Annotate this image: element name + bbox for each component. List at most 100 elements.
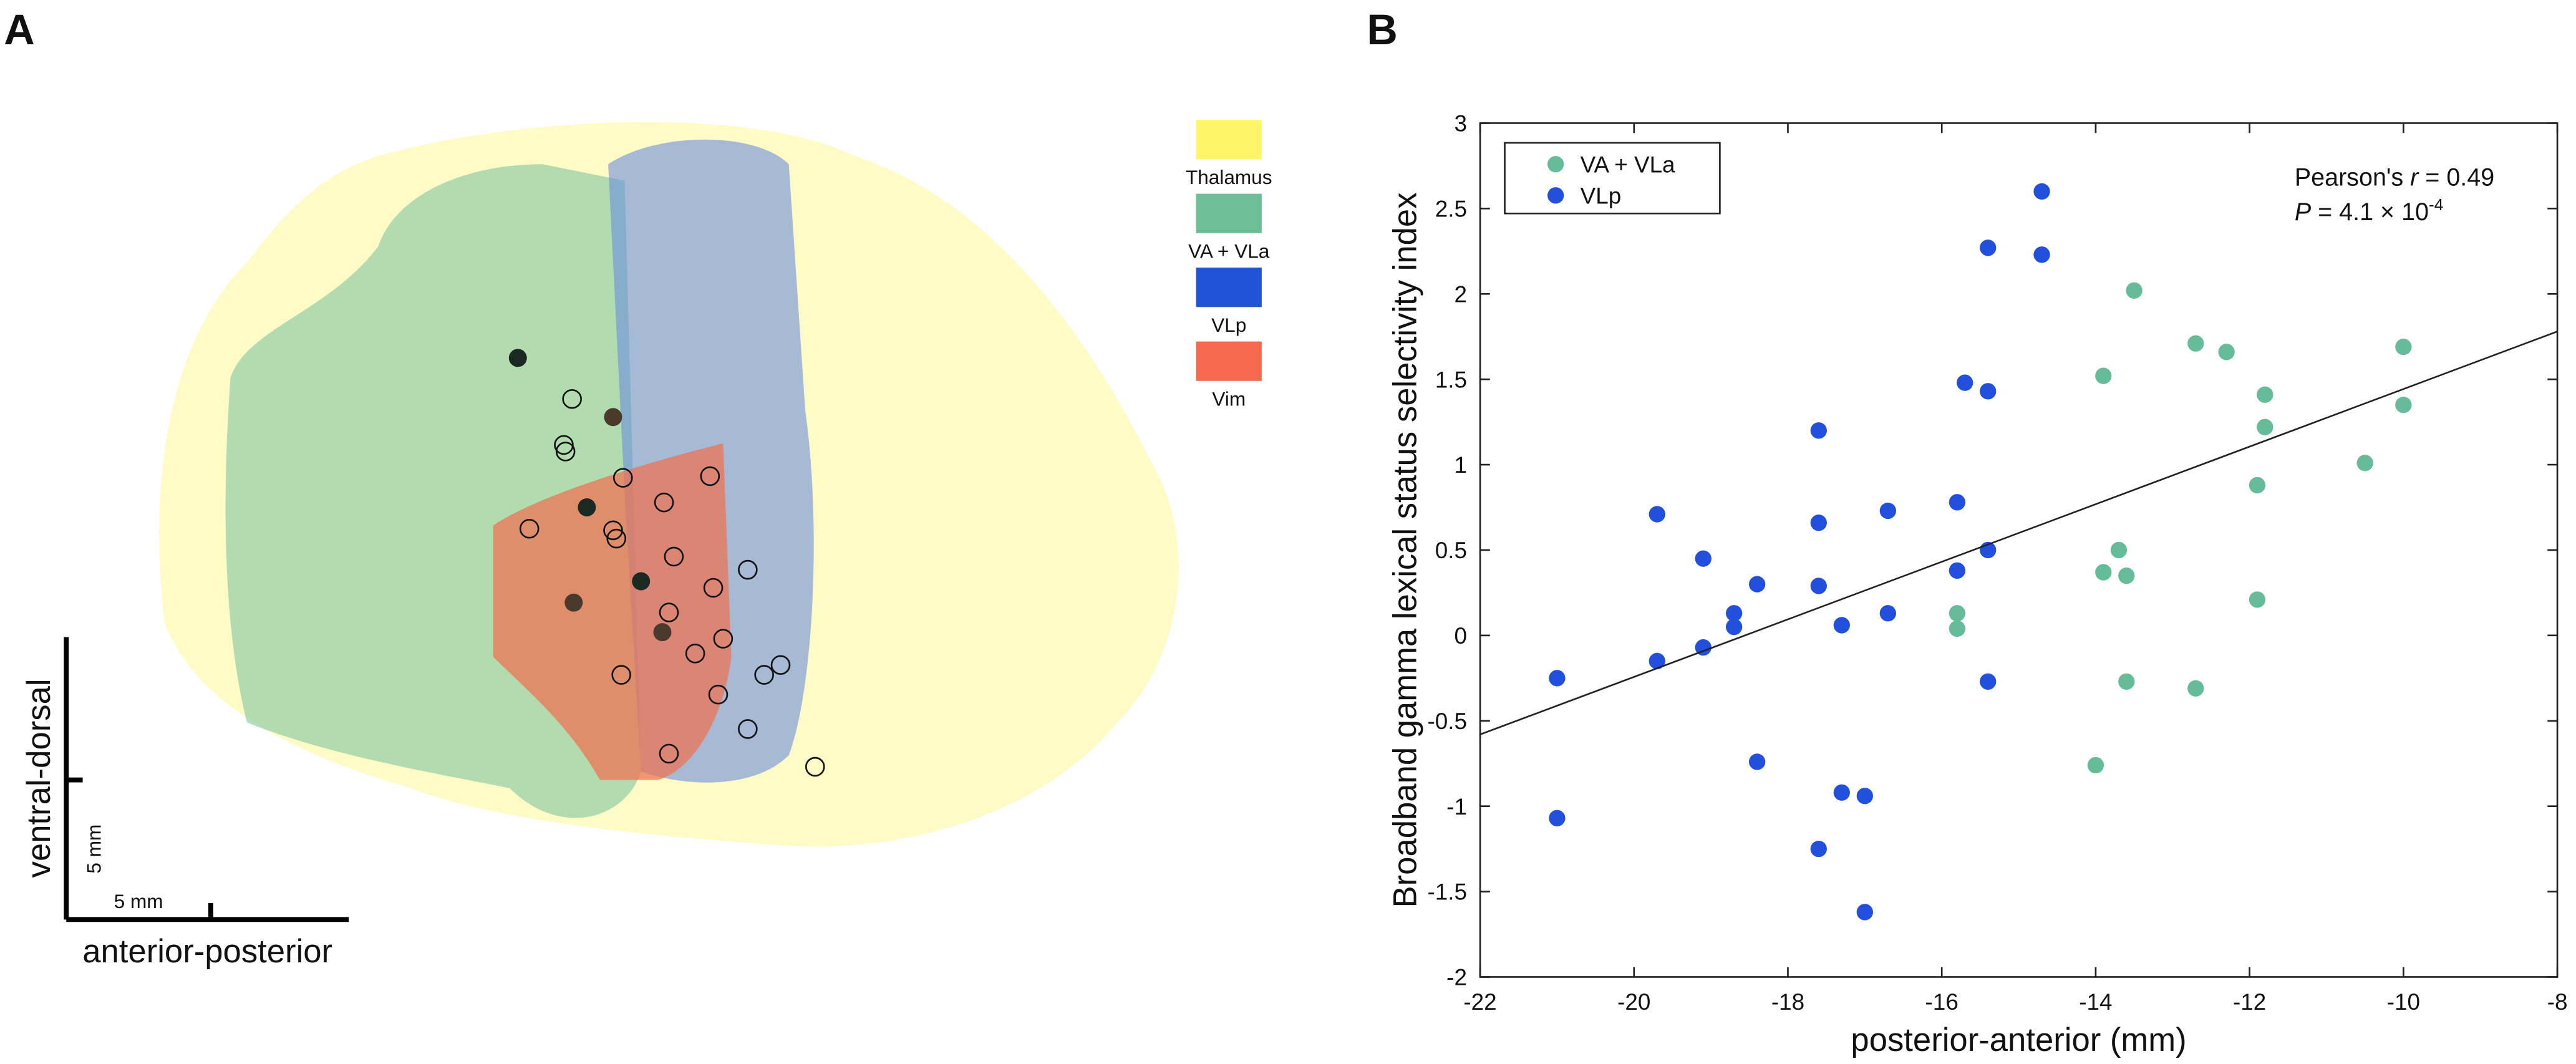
scale-bar (64, 637, 349, 922)
x-axis-label: posterior-anterior (mm) (1851, 1022, 2186, 1058)
electrode-open (685, 644, 705, 664)
vim-region (493, 443, 732, 780)
point (2118, 567, 2135, 584)
y-tick-label: 2 (1454, 281, 1467, 307)
x-tick-label: -14 (2079, 989, 2112, 1015)
legend-label: Vim (1212, 387, 1246, 410)
electrode-open (613, 468, 633, 488)
electrode-filled (578, 498, 596, 516)
legend-box (1504, 142, 1721, 215)
point (1833, 784, 1850, 801)
electrode-open (738, 719, 758, 739)
x-tick-label: -20 (1617, 989, 1650, 1015)
panel-label: B (1367, 6, 1397, 54)
point (1879, 605, 1897, 622)
point (2257, 386, 2273, 403)
electrode-open (738, 559, 758, 580)
legend-label: Thalamus (1186, 166, 1272, 188)
x-tick-label: -22 (1463, 989, 1496, 1015)
point (2095, 367, 2112, 384)
electrode-open (603, 520, 623, 541)
point (1549, 810, 1566, 826)
point (2187, 335, 2204, 352)
point (1980, 673, 1997, 690)
point (2257, 418, 2273, 435)
electrode-open (562, 389, 582, 409)
annotation-part: = 4.1 × 10 (2311, 198, 2429, 226)
electrode-open (703, 578, 724, 598)
electrode-open (805, 757, 825, 777)
point (2218, 344, 2235, 360)
legend-swatch (1196, 268, 1262, 307)
scale-label: 5 mm (83, 825, 105, 874)
annotation: P = 4.1 × 10-4 (2295, 195, 2444, 226)
point (2087, 757, 2104, 774)
point (1833, 617, 1850, 634)
panel-label: A (4, 6, 34, 54)
x-tick-label: -12 (2233, 989, 2266, 1015)
electrode-filled (653, 623, 672, 642)
electrode-open (700, 466, 720, 486)
legend-label: VLp (1211, 314, 1246, 336)
legend-label: VLp (1581, 183, 1622, 208)
plot-frame (1479, 122, 2559, 978)
point (1949, 620, 1966, 637)
point (1725, 605, 1743, 622)
electrode-open (659, 602, 679, 622)
annotation-part: -4 (2429, 195, 2443, 214)
legend-label: VA + VLa (1188, 239, 1270, 262)
electrode-filled (564, 593, 583, 612)
brain-render (159, 122, 1179, 847)
point (2356, 455, 2373, 472)
legend-swatch (1196, 341, 1262, 381)
axis-label: ventral-dorsal (21, 679, 57, 878)
point (2118, 673, 2135, 690)
y-tick-label: -1 (1446, 794, 1467, 820)
electrode-open (611, 665, 631, 685)
point (2095, 564, 2112, 581)
y-tick-label: -2 (1446, 965, 1467, 990)
legend-swatch (1196, 193, 1262, 233)
point (2395, 338, 2412, 355)
point (1949, 494, 1966, 511)
point (1856, 788, 1873, 805)
electrode-open (554, 435, 574, 455)
point (2187, 680, 2204, 697)
electrode-open (606, 528, 627, 549)
electrode-open (770, 655, 791, 675)
point (1810, 422, 1827, 439)
point (1949, 605, 1966, 622)
fit-line (1479, 331, 2558, 735)
point (1649, 652, 1665, 670)
point (1695, 639, 1712, 656)
point (1725, 619, 1743, 636)
point (1695, 550, 1712, 567)
electrode-open (654, 492, 674, 513)
annotation-part: P (2295, 198, 2312, 226)
electrode-filled (632, 572, 651, 591)
point (1856, 904, 1873, 921)
electrode-open (519, 518, 540, 539)
point (2249, 476, 2266, 494)
y-tick-label: -0.5 (1427, 709, 1467, 734)
legend-swatch (1196, 120, 1262, 160)
electrode-open (664, 546, 684, 567)
point (1549, 670, 1566, 687)
y-axis-label: Broadband gamma lexical status selectivi… (1387, 192, 1423, 907)
annotation: Pearson's r = 0.49 (2295, 163, 2494, 191)
axis-label: anterior-posterior (82, 933, 332, 970)
point (1748, 576, 1766, 592)
scale-label: 5 mm (114, 890, 163, 912)
electrode-open (659, 743, 679, 764)
y-tick-label: 3 (1454, 111, 1467, 137)
x-tick-label: -10 (2387, 989, 2420, 1015)
point (1957, 374, 1973, 391)
x-tick-label: -18 (1771, 989, 1804, 1015)
point (2033, 183, 2050, 200)
point (2033, 246, 2050, 263)
electrode-filled (508, 349, 527, 367)
electrode-open (708, 684, 729, 705)
point (1949, 562, 1966, 579)
legend-marker (1547, 156, 1564, 173)
